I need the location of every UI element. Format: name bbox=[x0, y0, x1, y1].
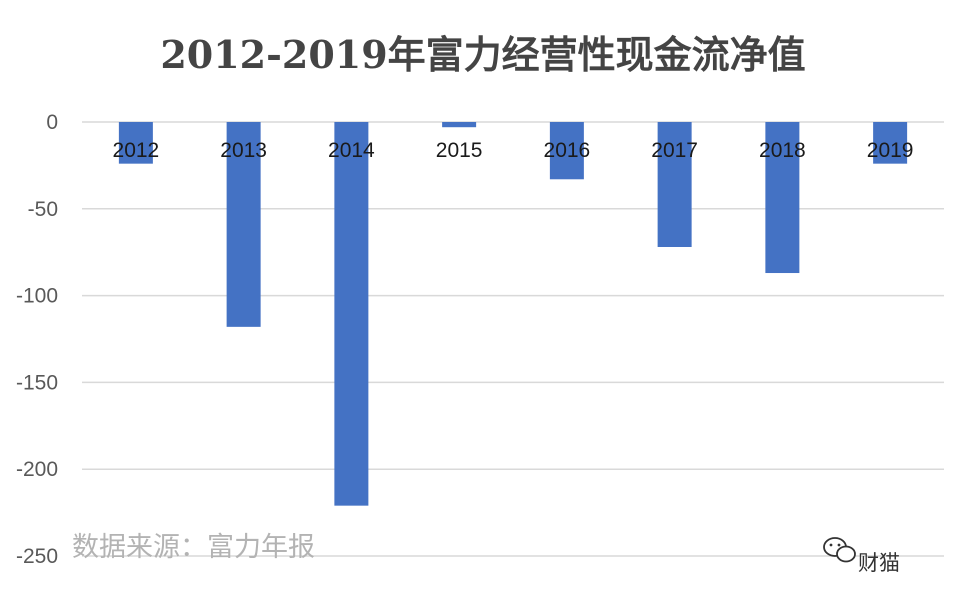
category-labels: 2012 2013 2014 2015 2016 2017 2018 2019 bbox=[113, 139, 914, 162]
x-category-label: 2017 bbox=[651, 139, 698, 162]
x-category-label: 2015 bbox=[436, 139, 483, 162]
x-category-label: 2014 bbox=[328, 139, 375, 162]
y-tick-label: -200 bbox=[16, 458, 58, 481]
y-tick-label: -50 bbox=[28, 198, 58, 221]
y-axis-ticks: 0 -50 -100 -150 -200 -250 bbox=[16, 111, 58, 568]
bar-2019 bbox=[873, 122, 908, 164]
wechat-icon bbox=[823, 537, 856, 563]
gridlines bbox=[82, 121, 944, 557]
bar-2016 bbox=[549, 122, 584, 180]
bar-2013 bbox=[226, 122, 261, 327]
x-category-label: 2018 bbox=[759, 139, 806, 162]
bar-2018 bbox=[765, 122, 800, 274]
x-category-label: 2019 bbox=[867, 139, 914, 162]
x-category-label: 2012 bbox=[113, 139, 160, 162]
y-tick-label: 0 bbox=[46, 111, 58, 134]
y-tick-label: -100 bbox=[16, 285, 58, 308]
bar-2012 bbox=[118, 122, 153, 164]
x-category-label: 2016 bbox=[544, 139, 591, 162]
y-tick-label: -250 bbox=[16, 545, 58, 568]
y-tick-label: -150 bbox=[16, 371, 58, 394]
bar-2015 bbox=[442, 122, 477, 128]
bar-2014 bbox=[334, 122, 369, 506]
source-note: 数据来源：富力年报 bbox=[72, 532, 315, 563]
watermark-text: 财猫 bbox=[858, 551, 900, 575]
chart-title: 2012-2019年富力经营性现金流净值 bbox=[160, 32, 805, 77]
x-category-label: 2013 bbox=[220, 139, 267, 162]
bar-2017 bbox=[657, 122, 692, 247]
bars bbox=[118, 122, 908, 506]
watermark: 财猫 bbox=[823, 537, 900, 575]
